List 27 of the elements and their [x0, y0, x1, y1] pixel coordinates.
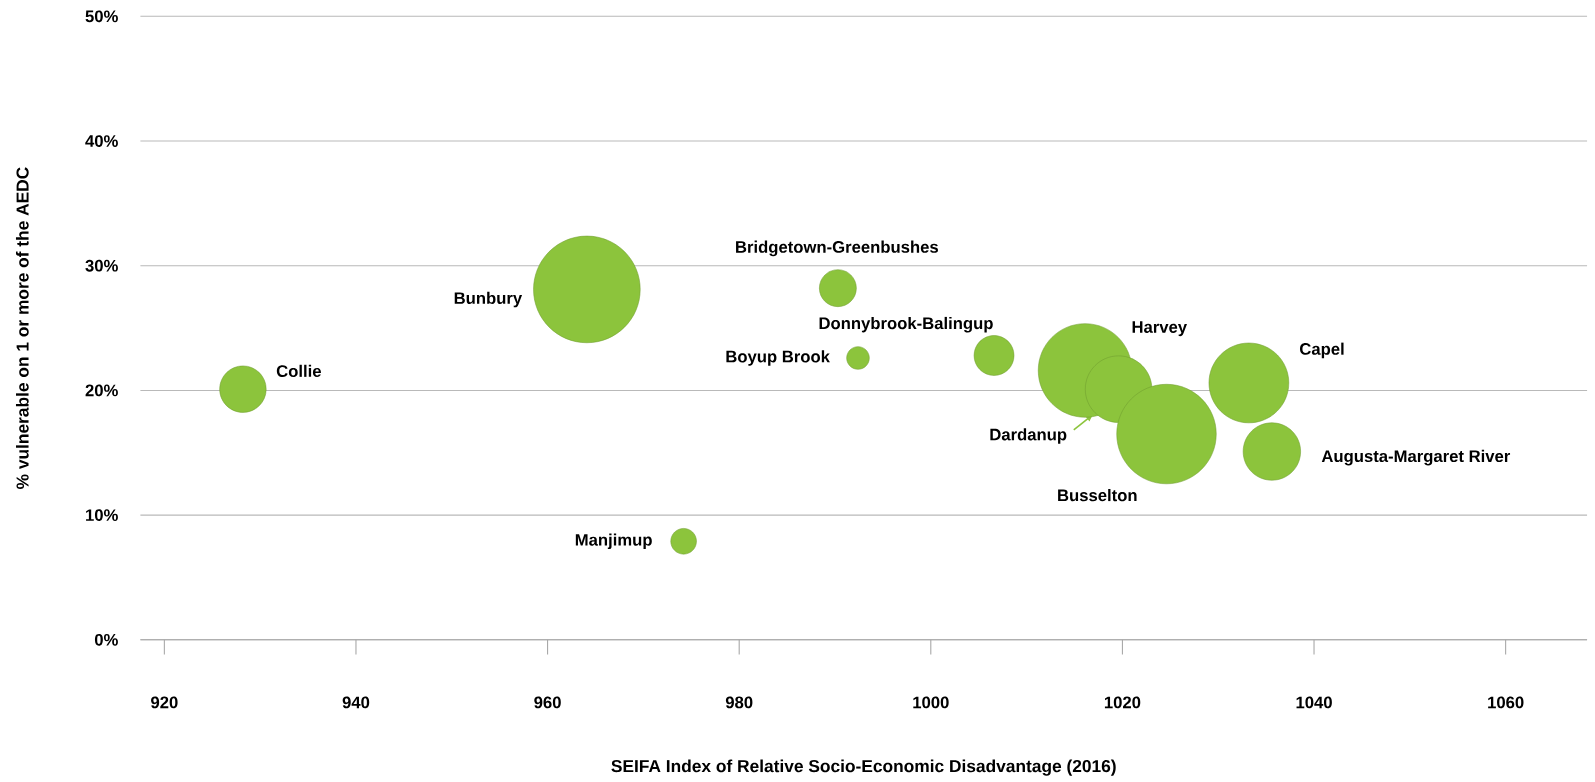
series-label: Donnybrook-Balingup	[819, 316, 993, 333]
series-label: Manjimup	[575, 533, 652, 550]
y-tick-label: 10%	[86, 509, 118, 522]
x-tick-label: 1000	[913, 696, 949, 709]
x-tick-label: 1060	[1488, 696, 1524, 709]
x-tick-label: 920	[151, 696, 178, 709]
x-tick-label: 960	[534, 696, 561, 709]
legend-label: Augusta-Margaret River	[1321, 449, 1511, 466]
series-label: Capel	[1300, 342, 1344, 359]
series-label: Bunbury	[454, 291, 523, 308]
y-tick-label: 20%	[85, 384, 118, 397]
x-tick-label: 940	[342, 696, 370, 709]
x-tick-label: 1020	[1104, 696, 1141, 709]
y-tick-label: 40%	[85, 135, 118, 147]
y-axis-title: % vulnerable on 1 or more of the AEDC	[15, 167, 29, 489]
series-label: Harvey	[1132, 321, 1187, 337]
y-tick-label: 50%	[85, 10, 118, 23]
series-label: Collie	[276, 364, 321, 378]
y-tick-label: 30%	[85, 259, 118, 272]
y-tick-label: 0%	[94, 633, 118, 646]
x-axis-title: SEIFA Index of Relative Socio-Economic Disadvantage (2016)	[611, 759, 1116, 776]
x-tick-label: 1040	[1296, 696, 1332, 709]
series-label: Bridgetown-Greenbushes	[736, 240, 938, 257]
series-label: Busselton	[1058, 488, 1137, 502]
series-label: Boyup Brook	[726, 350, 830, 366]
text: Dardanup	[990, 428, 1067, 444]
x-tick-label: 980	[725, 696, 753, 709]
